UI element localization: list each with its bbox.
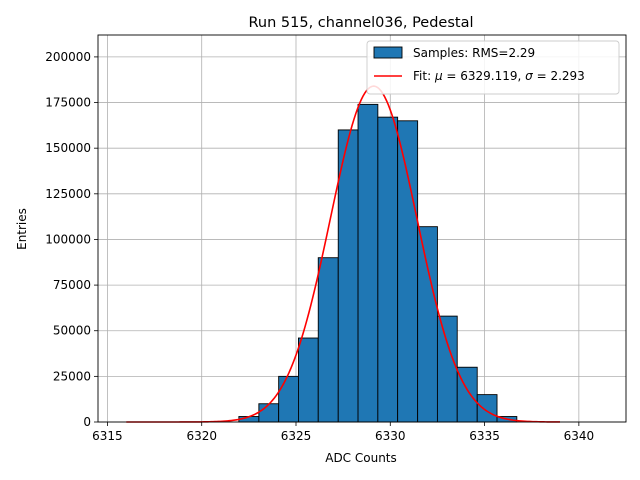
histogram-bar — [258, 403, 280, 423]
histogram-bar — [337, 129, 359, 423]
y-tick-label: 175000 — [45, 96, 91, 110]
legend-fit-mu-symbol: μ — [434, 69, 443, 83]
x-tick-label: 6320 — [186, 429, 217, 443]
x-tick-label: 6330 — [375, 429, 406, 443]
histogram-bar — [397, 120, 419, 423]
histogram-bar — [357, 103, 379, 423]
y-tick-label: 100000 — [45, 232, 91, 246]
x-axis-label: ADC Counts — [325, 451, 397, 465]
histogram-bar — [476, 394, 498, 423]
x-tick-label: 6340 — [564, 429, 595, 443]
legend-histogram-swatch — [373, 46, 403, 59]
legend[interactable]: Samples: RMS=2.29 Fit: μ = 6329.119, σ =… — [366, 40, 620, 95]
y-axis: 0 25000 50000 75000 100000 125000 150000 175000… — [45, 50, 98, 429]
legend-box — [366, 40, 620, 95]
legend-histogram-label: Samples: RMS=2.29 — [413, 46, 535, 60]
plot-frame — [97, 34, 627, 423]
legend-fit-mu-value: = 6329.119, — [443, 69, 526, 83]
y-axis-label: Entries — [15, 208, 29, 250]
legend-fit-prefix: Fit: — [413, 69, 435, 83]
x-tick-label: 6325 — [281, 429, 312, 443]
x-axis: 6315 6320 6325 6330 6335 6340 — [92, 422, 594, 443]
histogram-bar — [298, 337, 319, 423]
y-tick-label: 25000 — [53, 369, 91, 383]
chart-title: Run 515, channel036, Pedestal — [248, 15, 473, 31]
histogram-bars — [238, 103, 518, 423]
y-tick-label: 125000 — [45, 187, 91, 201]
legend-fit-sigma-symbol: σ — [525, 69, 533, 83]
histogram-bar — [278, 375, 299, 423]
y-tick-label: 150000 — [45, 141, 91, 155]
y-tick-label: 50000 — [53, 324, 91, 338]
y-tick-label: 75000 — [53, 278, 91, 292]
histogram-bar — [377, 116, 399, 423]
y-tick-label: 200000 — [45, 50, 91, 64]
legend-fit-label: Fit: μ = 6329.119, σ = 2.293 — [413, 69, 585, 83]
x-tick-label: 6335 — [469, 429, 500, 443]
histogram-bar — [436, 315, 458, 423]
y-tick-label: 0 — [83, 415, 91, 429]
histogram-bar — [317, 257, 339, 423]
legend-fit-sigma-value: = 2.293 — [533, 69, 585, 83]
histogram-bar — [417, 226, 438, 423]
x-tick-label: 6315 — [92, 429, 123, 443]
